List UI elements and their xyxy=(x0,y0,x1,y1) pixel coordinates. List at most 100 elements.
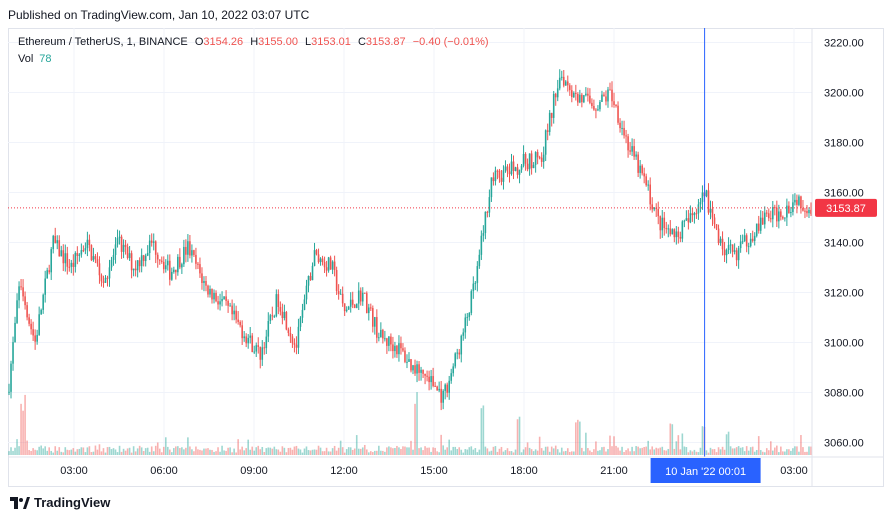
volume-bar xyxy=(247,439,249,455)
candle-body xyxy=(414,365,416,374)
volume-bar xyxy=(436,451,438,455)
volume-bar xyxy=(629,451,631,455)
candle-body xyxy=(185,246,187,255)
candle-body xyxy=(707,190,710,213)
volume-bar xyxy=(488,451,491,455)
volume-bar xyxy=(468,447,471,455)
volume-bar xyxy=(98,444,101,455)
volume-bar xyxy=(104,452,107,455)
volume-bar xyxy=(790,450,792,455)
candle-body xyxy=(514,167,517,171)
candle-body xyxy=(410,359,412,371)
candle-body xyxy=(140,255,143,267)
volume-bar xyxy=(285,452,288,455)
candle-body xyxy=(478,254,481,267)
candle-body xyxy=(32,329,34,336)
volume-bar xyxy=(94,445,97,455)
candle-body xyxy=(331,261,334,270)
volume-bar xyxy=(763,452,766,455)
volume-bar xyxy=(376,450,378,455)
volume-bar xyxy=(179,448,181,455)
candle-body xyxy=(763,212,766,225)
volume-bar xyxy=(440,434,442,455)
candle-body xyxy=(315,250,318,255)
candle-body xyxy=(142,255,145,262)
candle-body xyxy=(731,244,734,252)
candle-body xyxy=(136,260,139,271)
volume-bar xyxy=(715,452,718,455)
candle-body xyxy=(112,255,115,260)
candle-body xyxy=(589,95,591,103)
candle-body xyxy=(124,244,127,247)
candle-body xyxy=(476,266,479,283)
candle-body xyxy=(333,261,336,271)
volume-bar xyxy=(207,448,209,455)
candle-body xyxy=(345,309,348,312)
volume-bar xyxy=(765,448,768,455)
volume-bar xyxy=(341,447,344,455)
candle-body xyxy=(134,268,137,271)
candle-body xyxy=(301,309,304,318)
volume-bar xyxy=(112,448,115,455)
candle-body xyxy=(227,300,229,306)
candle-body xyxy=(739,241,742,249)
candle-body xyxy=(647,184,649,186)
candle-body xyxy=(639,165,641,173)
footer-brand[interactable]: TradingView xyxy=(10,495,110,510)
candle-body xyxy=(526,163,529,170)
crosshair-time-label: 10 Jan '22 00:01 xyxy=(665,466,746,478)
candle-body xyxy=(287,329,290,334)
volume-bar xyxy=(42,448,44,455)
candle-body xyxy=(673,229,676,238)
volume-bar xyxy=(16,439,18,455)
volume-bar xyxy=(24,394,26,455)
volume-bar xyxy=(279,451,282,455)
volume-bar xyxy=(719,449,722,455)
volume-bar xyxy=(255,447,258,455)
candle-body xyxy=(152,241,155,243)
volume-bar xyxy=(12,450,14,455)
volume-bar xyxy=(265,448,268,455)
y-tick-label: 3120.00 xyxy=(824,288,864,300)
candle-body xyxy=(380,329,382,338)
volume-bar xyxy=(134,451,137,455)
candle-body xyxy=(631,146,633,152)
volume-bar xyxy=(759,450,762,455)
volume-bar xyxy=(448,439,450,455)
candle-body xyxy=(488,197,491,213)
candle-body xyxy=(52,235,55,250)
volume-bar xyxy=(237,439,239,455)
candle-body xyxy=(307,275,310,286)
volume-bar xyxy=(313,449,316,455)
brand-name: TradingView xyxy=(34,495,111,510)
volume-bar xyxy=(209,449,211,455)
candle-body xyxy=(343,303,346,312)
candle-body xyxy=(309,275,312,281)
candle-body xyxy=(538,157,541,159)
volume-bar xyxy=(464,449,467,455)
candle-body xyxy=(38,314,40,335)
volume-bar xyxy=(798,451,800,455)
candle-body xyxy=(627,136,629,151)
candle-body xyxy=(382,329,384,339)
volume-bar xyxy=(34,449,36,455)
volume-bar xyxy=(542,450,545,455)
candle-body xyxy=(76,252,79,256)
volume-bar xyxy=(277,449,280,455)
volume-bar xyxy=(392,448,394,455)
candle-body xyxy=(132,268,135,271)
candle-body xyxy=(772,207,774,220)
candle-body xyxy=(472,283,475,292)
candle-body xyxy=(181,264,183,268)
candle-body xyxy=(585,93,587,96)
candle-body xyxy=(454,353,457,367)
volume-bar xyxy=(22,410,24,455)
candle-body xyxy=(68,266,71,268)
grid-lines xyxy=(8,28,812,455)
volume-bar xyxy=(195,446,197,455)
candle-body xyxy=(715,224,718,229)
candle-body xyxy=(388,336,390,346)
candle-body xyxy=(808,209,810,214)
volume-bar xyxy=(120,451,123,455)
